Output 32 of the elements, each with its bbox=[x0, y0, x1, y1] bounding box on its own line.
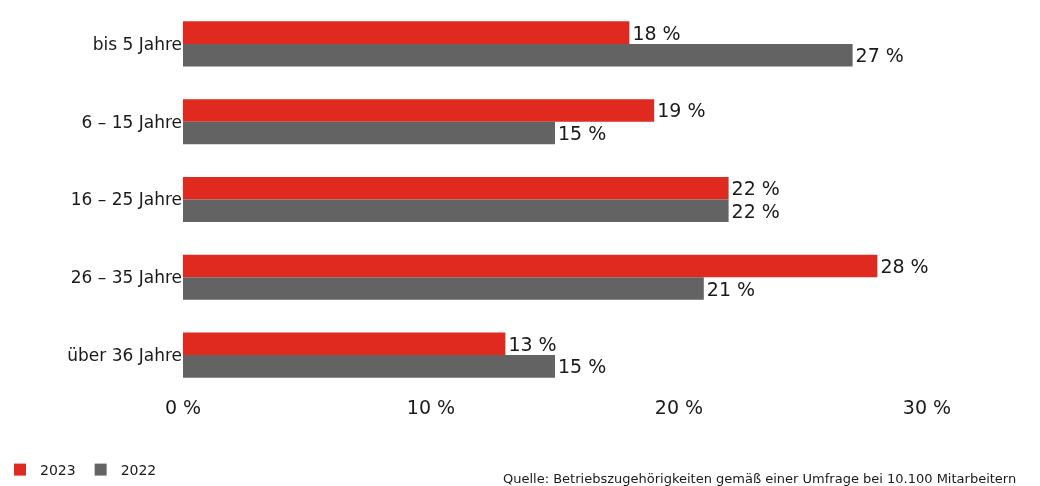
x-tick-label: 30 % bbox=[902, 396, 952, 418]
y-tick-label: 26 – 35 Jahre bbox=[70, 267, 182, 288]
data-label: 19 % bbox=[657, 99, 706, 122]
data-label: 22 % bbox=[731, 199, 780, 222]
bar bbox=[183, 254, 878, 278]
data-label: 13 % bbox=[508, 332, 557, 355]
data-label: 22 % bbox=[731, 177, 780, 200]
bar bbox=[183, 277, 704, 300]
data-label: 28 % bbox=[880, 255, 929, 278]
y-tick-label: 16 – 25 Jahre bbox=[70, 189, 182, 210]
y-tick-label: über 36 Jahre bbox=[67, 345, 182, 366]
data-label: 21 % bbox=[706, 277, 756, 300]
y-tick-label: 6 – 15 Jahre bbox=[81, 111, 182, 132]
legend-label: 2022 bbox=[120, 462, 157, 479]
bar bbox=[183, 332, 506, 356]
x-tick-label: 20 % bbox=[654, 396, 704, 418]
bar bbox=[183, 355, 555, 378]
bar bbox=[183, 99, 655, 122]
bar bbox=[183, 43, 853, 67]
bar bbox=[183, 21, 630, 44]
bar bbox=[183, 121, 555, 145]
x-tick-label: 10 % bbox=[406, 396, 456, 418]
data-label: 15 % bbox=[558, 355, 607, 378]
bar bbox=[183, 199, 729, 223]
data-label: 18 % bbox=[632, 21, 681, 44]
x-tick-label: 0 % bbox=[164, 396, 202, 418]
legend-label: 2023 bbox=[40, 462, 76, 479]
data-label: 15 % bbox=[558, 121, 607, 144]
data-label: 27 % bbox=[855, 44, 904, 67]
y-tick-label: bis 5 Jahre bbox=[92, 33, 182, 54]
source-note: Quelle: Betriebszugehörigkeiten gemäß einer Umfrage bei 10.100 Mitarbeitern bbox=[503, 471, 1017, 486]
bar bbox=[183, 176, 729, 200]
